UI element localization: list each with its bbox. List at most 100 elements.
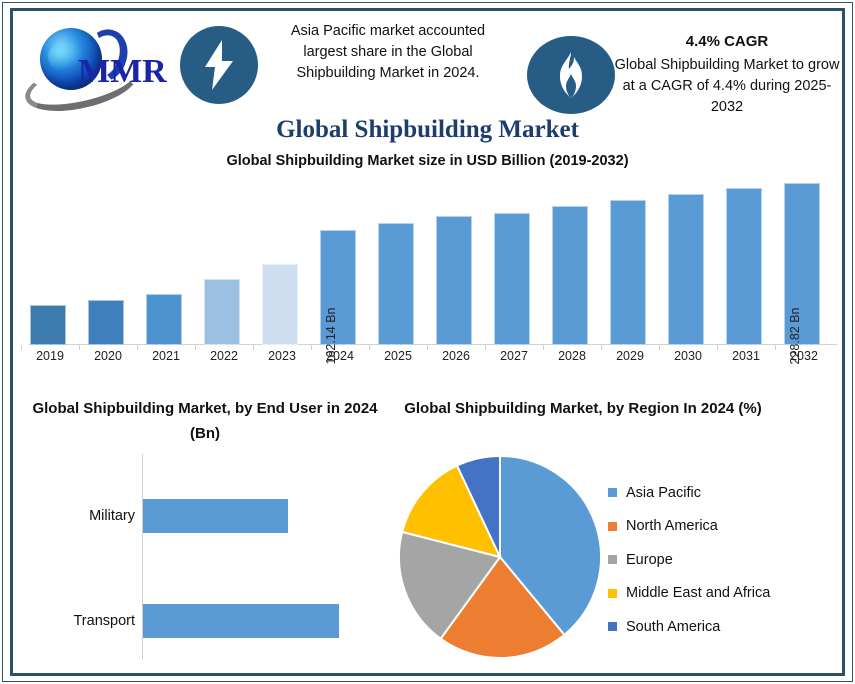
- x-axis-label: 2020: [94, 349, 122, 363]
- legend-item: Middle East and Africa: [608, 577, 838, 611]
- x-axis-label: 2021: [152, 349, 180, 363]
- bar-column: [485, 175, 543, 350]
- axis-tick: [21, 345, 22, 350]
- x-axis-label: 2025: [384, 349, 412, 363]
- axis-tick: [601, 345, 602, 350]
- legend-item: Asia Pacific: [608, 476, 838, 510]
- legend-label: Asia Pacific: [626, 484, 701, 501]
- legend-item: South America: [608, 610, 838, 644]
- legend-swatch: [608, 555, 617, 565]
- bar-chart-plot: 162.14 Bn 228.82 Bn: [21, 175, 837, 365]
- legend-swatch: [608, 521, 617, 531]
- x-axis-label: 2027: [500, 349, 528, 363]
- bar-column: [369, 175, 427, 350]
- pie-slice: [439, 555, 566, 659]
- pie-legend: Asia Pacific North America Europe Middle Ea…: [608, 476, 838, 644]
- axis-tick: [717, 345, 718, 350]
- axis-tick: [195, 345, 196, 350]
- x-axis-label: 2024: [326, 349, 354, 363]
- flame-glyph: [560, 52, 582, 98]
- axis-tick: [369, 345, 370, 350]
- pie-graphic: [398, 454, 602, 659]
- bar-chart-x-labels: 2019 2020 2021 2022 2023 2024 2025 2026 2027 2028…: [21, 349, 836, 369]
- bar-column: [195, 175, 253, 350]
- bar: [262, 264, 298, 345]
- bar-row: Transport: [19, 599, 391, 643]
- axis-tick: [543, 345, 544, 350]
- bar-column: [601, 175, 659, 350]
- bar-column: [253, 175, 311, 350]
- bar-column: 228.82 Bn: [775, 175, 833, 365]
- flame-icon: [527, 36, 615, 114]
- bar: [552, 206, 588, 345]
- lightning-bolt-glyph: [205, 40, 233, 90]
- pie-slice: [455, 454, 501, 558]
- pie-slice: [400, 464, 502, 559]
- page-title: Global Shipbuilding Market: [276, 116, 579, 143]
- axis-tick: [775, 345, 776, 350]
- bar: [88, 300, 124, 345]
- logo-text: MMR: [78, 53, 167, 90]
- axis-tick: [659, 345, 660, 350]
- x-axis-label: 2026: [442, 349, 470, 363]
- bar: 162.14 Bn: [320, 230, 356, 365]
- mmr-logo: MMR: [18, 23, 167, 121]
- bar: [143, 604, 339, 638]
- region-pie-chart: Global Shipbuilding Market, by Region In…: [393, 396, 842, 671]
- bar-row: Military: [19, 494, 391, 538]
- bar-column: [427, 175, 485, 350]
- end-user-axis: [142, 454, 143, 659]
- bar: [204, 279, 240, 345]
- bar: [146, 294, 182, 345]
- end-user-chart-title: Global Shipbuilding Market, by End User …: [32, 400, 378, 442]
- legend-swatch: [608, 622, 617, 632]
- end-user-bar-chart: Global Shipbuilding Market, by End User …: [19, 396, 391, 671]
- pie-chart-title: Global Shipbuilding Market, by Region In…: [404, 400, 762, 417]
- bar-column: 162.14 Bn: [311, 175, 369, 365]
- bar-column: [717, 175, 775, 350]
- callout-left-text: Asia Pacific market accounted largest sh…: [290, 23, 486, 81]
- lightning-bolt-icon: [180, 26, 258, 104]
- pie-slice: [398, 530, 502, 641]
- bar: [436, 216, 472, 345]
- bar: [30, 305, 66, 345]
- legend-label: Europe: [626, 551, 673, 568]
- callout-right: 4.4% CAGR Global Shipbuilding Market to …: [613, 33, 841, 118]
- legend-label: North America: [626, 518, 718, 535]
- axis-tick: [79, 345, 80, 350]
- x-axis-label: 2031: [732, 349, 760, 363]
- bar-category-label: Military: [89, 508, 135, 524]
- axis-tick: [253, 345, 254, 350]
- content-canvas: MMR Asia Pacific market accounted larges…: [13, 11, 842, 673]
- legend-item: Europe: [608, 543, 838, 577]
- bar: [143, 499, 288, 533]
- bar: 228.82 Bn: [784, 183, 820, 365]
- x-axis-label: 2032: [790, 349, 818, 363]
- axis-tick: [427, 345, 428, 350]
- callout-right-text: Global Shipbuilding Market to grow at a …: [614, 57, 840, 115]
- bar-column: [137, 175, 195, 350]
- cagr-value: 4.4% CAGR: [685, 33, 769, 50]
- legend-swatch: [608, 588, 617, 598]
- x-axis-label: 2030: [674, 349, 702, 363]
- bar-category-label: Transport: [73, 613, 135, 629]
- axis-tick: [311, 345, 312, 350]
- bar-column: [543, 175, 601, 350]
- globe-icon: [40, 28, 102, 90]
- bar-chart-title: Global Shipbuilding Market size in USD B…: [226, 153, 629, 169]
- bar-column: [659, 175, 717, 350]
- x-axis-label: 2028: [558, 349, 586, 363]
- header: MMR Asia Pacific market accounted larges…: [13, 11, 842, 121]
- bar: [668, 194, 704, 345]
- legend-label: South America: [626, 618, 721, 635]
- legend-swatch: [608, 488, 617, 498]
- legend-label: Middle East and Africa: [626, 585, 771, 602]
- x-axis-label: 2023: [268, 349, 296, 363]
- bar: [726, 188, 762, 345]
- bar: [378, 223, 414, 345]
- market-size-bar-chart: Global Shipbuilding Market size in USD B…: [13, 153, 842, 371]
- bar: [610, 200, 646, 345]
- bar-column: [79, 175, 137, 350]
- bar-column: [21, 175, 79, 350]
